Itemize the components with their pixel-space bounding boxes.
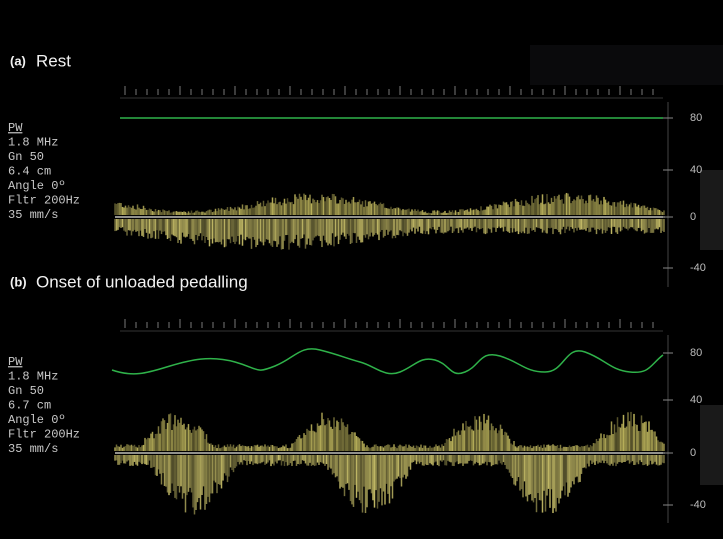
side-box	[700, 170, 723, 250]
side-box	[700, 405, 723, 485]
setting: 1.8 MHz	[8, 370, 58, 384]
setting: 6.7 cm	[8, 399, 51, 413]
setting: 35 mm/s	[8, 442, 58, 456]
scale-label: -40	[690, 499, 706, 511]
setting: Fltr 200Hz	[8, 194, 80, 208]
setting: Fltr 200Hz	[8, 428, 80, 442]
setting: Gn 50	[8, 150, 44, 164]
ultrasound-figure: (a)RestPW1.8 MHzGn 506.4 cmAngle 0ºFltr …	[0, 0, 723, 539]
panel-label: (b)	[10, 274, 27, 289]
panel-title: Rest	[36, 51, 71, 70]
scale-label: 40	[690, 164, 702, 176]
scale-label: 40	[690, 394, 702, 406]
panel-shade	[530, 45, 723, 85]
scale-label: 80	[690, 112, 702, 124]
scale-label: -40	[690, 262, 706, 274]
scale-label: 0	[690, 447, 696, 459]
setting: 1.8 MHz	[8, 136, 58, 150]
setting: PW	[8, 355, 23, 369]
setting: 6.4 cm	[8, 165, 51, 179]
setting: Gn 50	[8, 384, 44, 398]
panel-title: Onset of unloaded pedalling	[36, 272, 248, 291]
setting: 35 mm/s	[8, 208, 58, 222]
setting: PW	[8, 121, 23, 135]
panel-label: (a)	[10, 53, 26, 68]
scale-label: 80	[690, 347, 702, 359]
setting: Angle 0º	[8, 413, 66, 427]
setting: Angle 0º	[8, 179, 66, 193]
scale-label: 0	[690, 211, 696, 223]
